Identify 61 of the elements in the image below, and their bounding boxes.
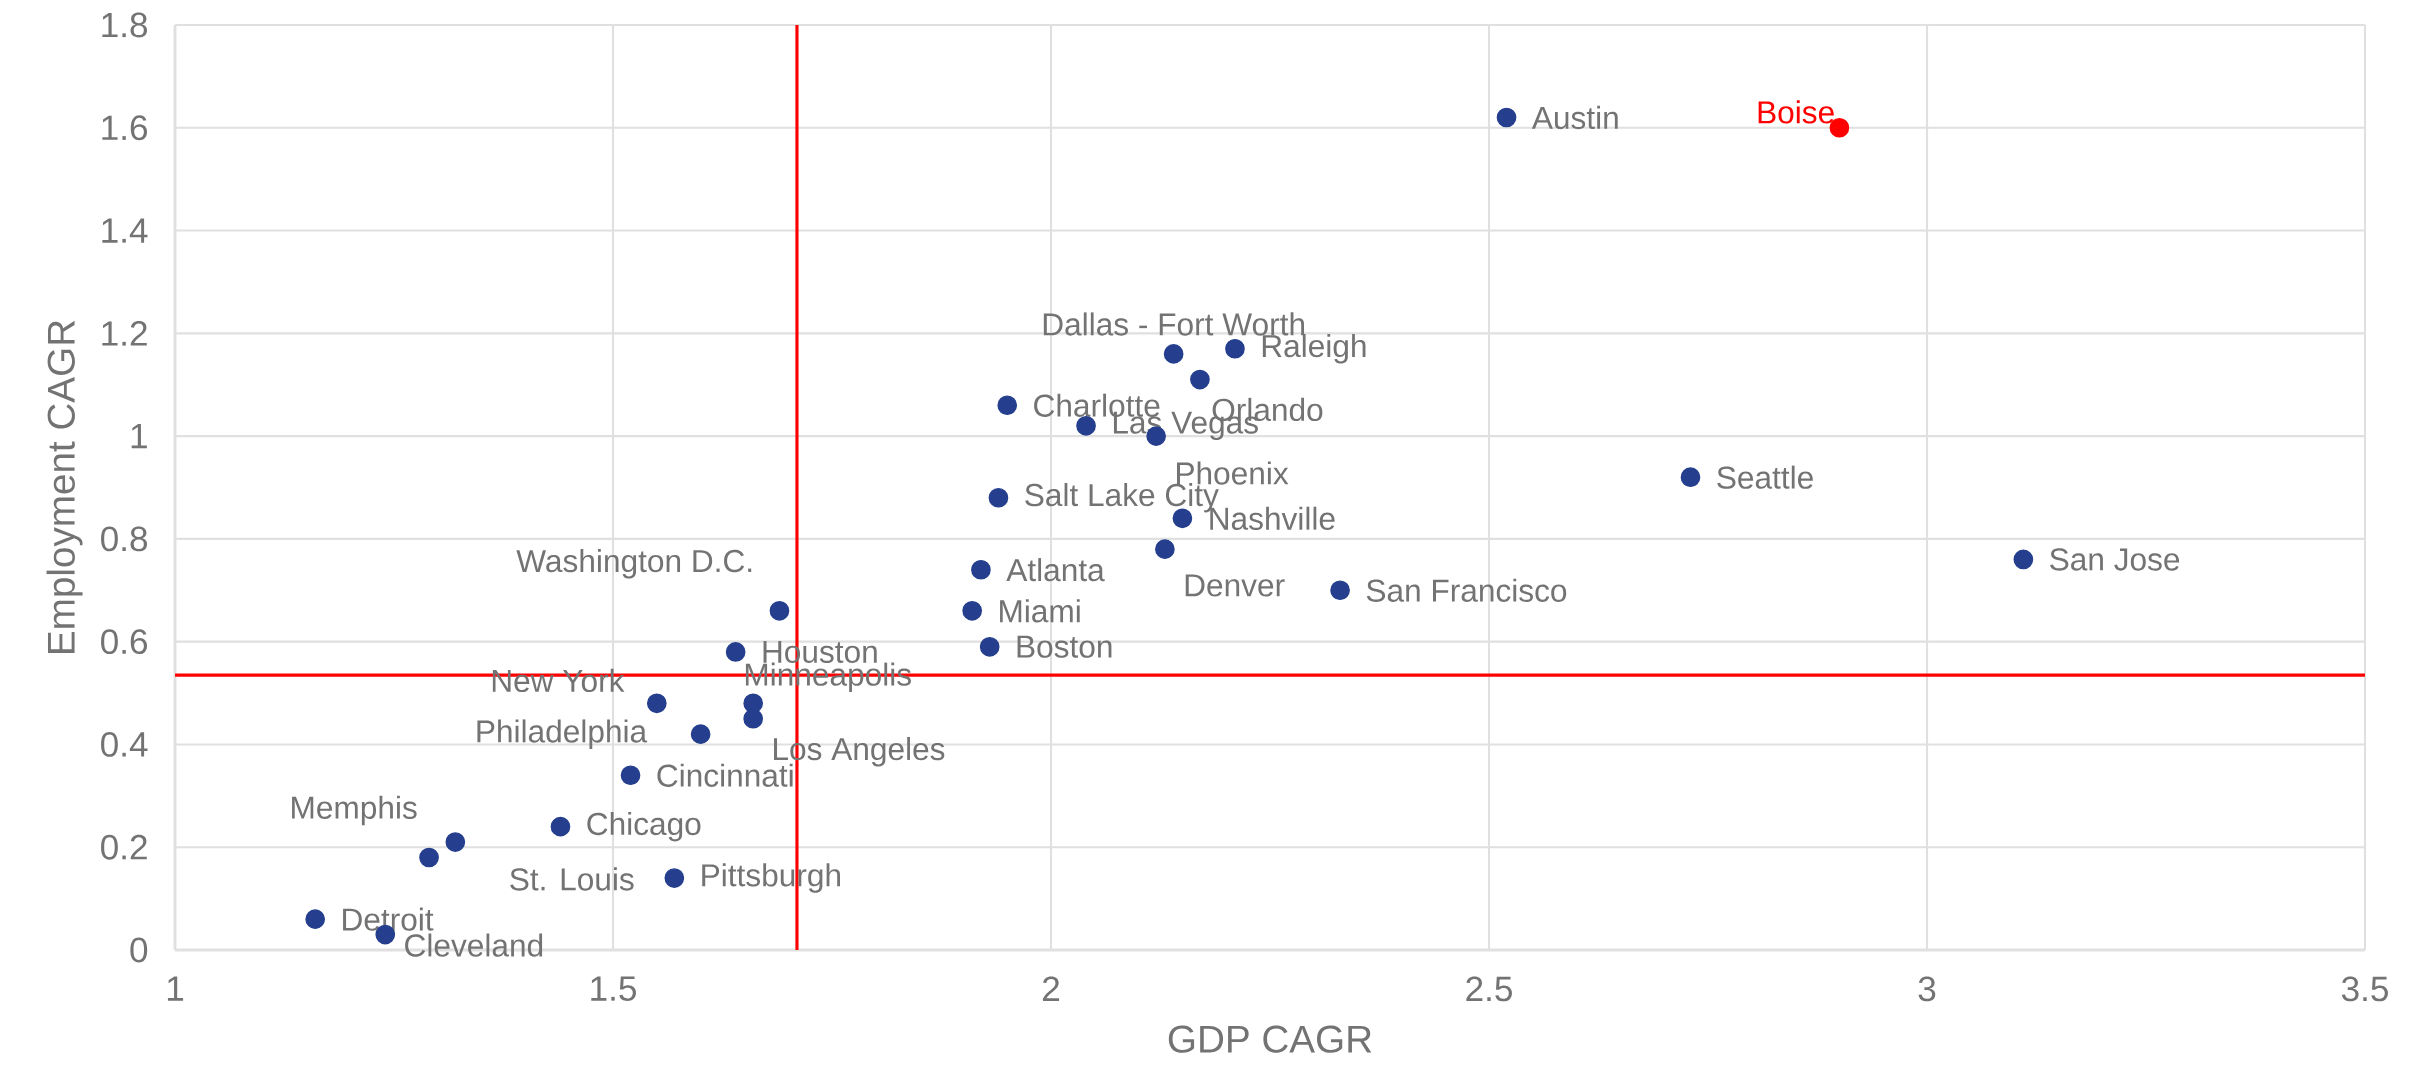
y-tick-label: 0.8	[101, 526, 148, 552]
annotation: Denver	[1185, 574, 1285, 597]
y-tick-label: 0	[130, 937, 148, 963]
point	[690, 724, 711, 744]
annotation: Miami	[1000, 599, 1080, 623]
point	[2013, 549, 2034, 570]
annotation: Phoenix	[1176, 461, 1289, 485]
x-tick-label: 2	[1043, 976, 1060, 1001]
y-tick-label: 0.4	[101, 732, 148, 757]
annotation: St. Louis	[510, 867, 634, 891]
annotation: Seattle	[1717, 465, 1813, 489]
x-tick-label: 2.5	[1466, 976, 1512, 1002]
annotation: Memphis	[292, 795, 417, 826]
point	[1225, 338, 1245, 359]
point	[1076, 415, 1096, 436]
point	[997, 395, 1018, 416]
point	[1190, 369, 1210, 390]
point	[962, 600, 983, 621]
point	[1496, 107, 1517, 128]
y-tick-label: 1.6	[102, 115, 148, 141]
annotation: Washington D.C.	[516, 549, 752, 579]
point	[1330, 580, 1350, 601]
x-tick-label: 3	[1918, 976, 1936, 1002]
annotation: Chicago	[587, 811, 701, 842]
x-tick-label: 1.5	[591, 976, 636, 1001]
y-tick-label: 1.4	[102, 218, 148, 243]
annotation: Boston	[1017, 635, 1112, 658]
point	[979, 636, 1000, 657]
annotation: Atlanta	[1006, 558, 1105, 582]
x-tick-label: 1	[167, 976, 184, 1001]
point	[305, 909, 326, 929]
point	[646, 693, 667, 714]
point	[620, 765, 641, 786]
y-tick-label: 0.6	[101, 629, 148, 655]
point	[769, 600, 790, 621]
point	[1163, 344, 1184, 364]
series-label: Boise	[1758, 100, 1834, 124]
point	[445, 832, 466, 852]
point	[725, 642, 746, 662]
point	[988, 487, 1009, 508]
y-tick-label: 1.8	[102, 12, 148, 38]
annotation: San Jose	[2050, 548, 2180, 571]
point	[419, 847, 439, 868]
annotation: Detroit	[343, 907, 434, 931]
annotation: Cleveland	[405, 933, 543, 957]
annotation: Cincinnati	[657, 763, 793, 787]
y-tick-label: 1	[131, 424, 147, 449]
x-axis-title: GDP CAGR	[1168, 1025, 1372, 1053]
point	[743, 708, 764, 729]
point	[1155, 539, 1175, 560]
annotation: San Francisco	[1366, 578, 1567, 602]
annotation: Philadelphia	[477, 719, 648, 749]
point	[1680, 467, 1701, 488]
y-tick-label: 1.2	[102, 321, 147, 346]
y-tick-label: 0.2	[101, 834, 147, 860]
x-tick-label: 3.5	[2341, 976, 2388, 1002]
annotation: Austin	[1531, 105, 1618, 130]
y-axis-title: Employment CAGR	[46, 320, 83, 653]
point	[664, 868, 685, 888]
point	[550, 816, 571, 837]
point	[971, 559, 991, 580]
